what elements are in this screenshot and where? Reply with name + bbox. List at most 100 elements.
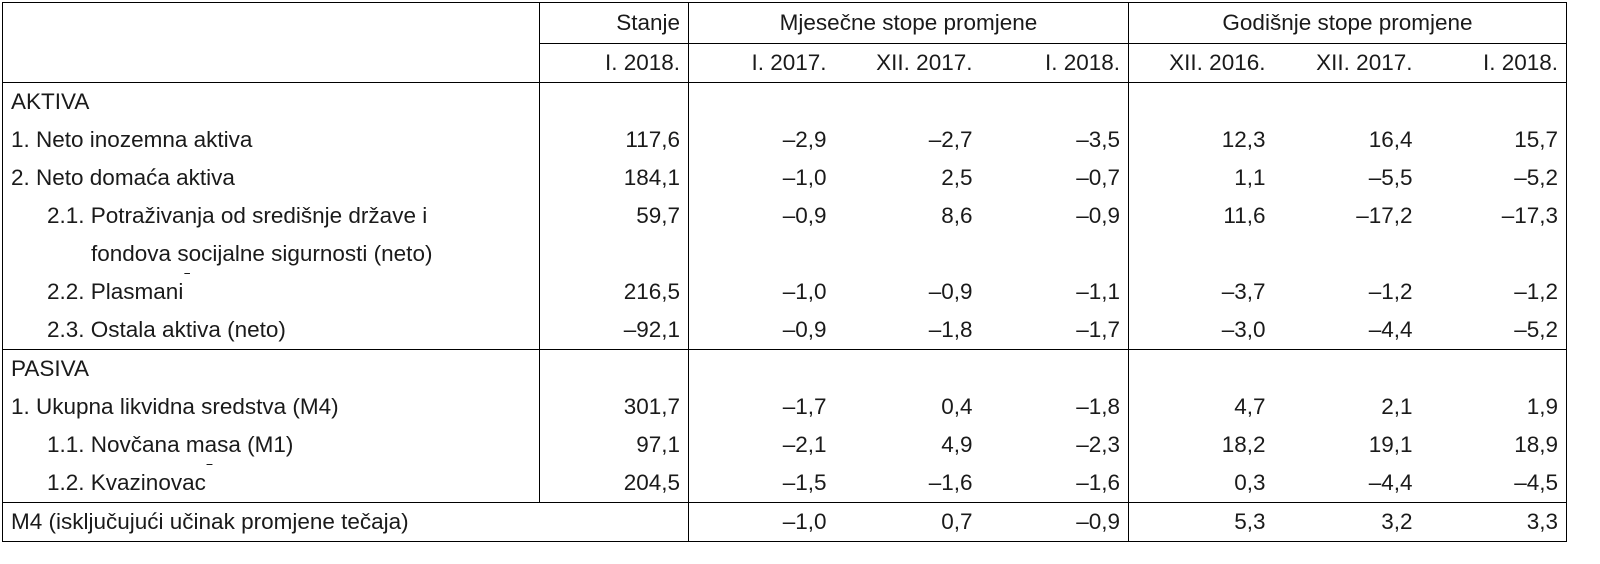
value-cell: 3,2 xyxy=(1273,502,1421,542)
value-cell: 3,3 xyxy=(1420,502,1568,542)
period-header: I. 2018. xyxy=(539,43,689,83)
value-cell: 18,2 xyxy=(1221,432,1266,457)
value-cell: –1,8 xyxy=(834,311,981,350)
value-cell: 8,6 xyxy=(941,203,973,228)
value-cell: –1,0 xyxy=(688,502,835,542)
value-cell: –5,5 xyxy=(1368,165,1413,190)
value-cell: 301,7 xyxy=(539,388,689,426)
value-cell: 0,7 xyxy=(834,502,981,542)
value-cell: –1,6 xyxy=(980,464,1129,503)
value-cell: –2,9 xyxy=(782,127,827,152)
value-cell: –1,2 xyxy=(1368,279,1413,304)
section-row-pasiva: PASIVA xyxy=(2,349,1568,388)
value-cell: 59,7 xyxy=(539,197,689,273)
header-godisnje-stope: Godišnje stope promjene xyxy=(1128,2,1568,44)
value-cell: –5,2 xyxy=(1420,311,1568,350)
header-empty-cell xyxy=(2,2,540,44)
row-label: 1. Ukupna likvidna sredstva (M4) xyxy=(2,388,540,426)
table-row: 2.1. Potraživanja od središnje države i … xyxy=(2,197,1568,273)
value-cell: –3,5 xyxy=(980,121,1129,159)
value-cell: –1,2 xyxy=(1420,273,1568,311)
value-cell: 15,7 xyxy=(1420,121,1568,159)
value-cell: –1,5 xyxy=(688,464,835,503)
value-cell: –1,7 xyxy=(980,311,1129,350)
value-cell: –1,8 xyxy=(980,388,1129,426)
header-row-groups: Stanje Mjesečne stope promjene Godišnje … xyxy=(2,2,1568,44)
row-label-text: 2.2. Plasmani xyxy=(47,279,184,304)
value-cell: –2,3 xyxy=(980,426,1129,464)
value-cell: –0,9 xyxy=(980,197,1129,273)
period-header: XII. 2017. xyxy=(1273,43,1421,83)
row-label-text: 1.2. Kvazinovac xyxy=(47,470,206,495)
value-cell: 16,4 xyxy=(1368,127,1413,152)
value-cell: –4,5 xyxy=(1420,464,1568,503)
value-cell: –92,1 xyxy=(539,311,689,350)
period-header: XII. 2017. xyxy=(834,43,981,83)
value-cell: –0,9 xyxy=(688,311,835,350)
value-cell: 5,3 xyxy=(1128,502,1274,542)
value-cell: –3,0 xyxy=(1128,311,1274,350)
period-header: I. 2018. xyxy=(1420,43,1568,83)
value-cell: 117,6 xyxy=(539,121,689,159)
row-label: 2.3. Ostala aktiva (neto) xyxy=(2,311,540,350)
value-cell: –0,9 xyxy=(980,502,1129,542)
header-stanje: Stanje xyxy=(539,2,689,44)
table-row: 2.2. Plasmani 1 216,5 –1,0 –0,9 –1,1 –3,7… xyxy=(2,273,1568,311)
header-mjesecne-stope: Mjesečne stope promjene xyxy=(688,2,1129,44)
value-cell: –2,7 xyxy=(928,127,973,152)
table-row: 1. Neto inozemna aktiva 117,6 –2,9 –2,7 … xyxy=(2,121,1568,159)
value-cell: –0,9 xyxy=(928,279,973,304)
value-cell: 1,9 xyxy=(1420,388,1568,426)
value-cell: 184,1 xyxy=(539,159,689,197)
value-cell: 2,1 xyxy=(1381,394,1413,419)
value-cell: –4,4 xyxy=(1273,311,1421,350)
table-row: 1. Ukupna likvidna sredstva (M4) 301,7 –… xyxy=(2,388,1568,426)
value-cell: 204,5 xyxy=(539,464,689,503)
row-label: M4 (isključujući učinak promjene tečaja) xyxy=(2,502,689,542)
row-label-multiline: 2.1. Potraživanja od središnje države i … xyxy=(2,197,540,273)
value-cell: 0,3 xyxy=(1128,464,1274,503)
header-empty-cell xyxy=(2,43,540,83)
header-row-periods: I. 2018. I. 2017. XII. 2017. I. 2018. XI… xyxy=(2,43,1568,83)
value-cell: 4,7 xyxy=(1234,394,1266,419)
table-row: 2. Neto domaća aktiva 184,1 –1,0 2,5 –0,… xyxy=(2,159,1568,197)
section-row-aktiva: AKTIVA xyxy=(2,82,1568,121)
monetary-aggregates-table: Stanje Mjesečne stope promjene Godišnje … xyxy=(2,2,1568,542)
value-cell: –3,7 xyxy=(1221,279,1266,304)
table-row-m4: M4 (isključujući učinak promjene tečaja)… xyxy=(2,502,1568,542)
section-title: PASIVA xyxy=(2,349,540,388)
row-label-line1: 2.1. Potraživanja od središnje države i xyxy=(47,203,428,228)
row-label-line2: fondova socijalne sigurnosti (neto) xyxy=(91,241,433,266)
period-header: I. 2017. xyxy=(688,43,835,83)
value-cell: –0,9 xyxy=(782,203,827,228)
value-cell: 2,5 xyxy=(941,165,973,190)
value-cell: 12,3 xyxy=(1221,127,1266,152)
section-title: AKTIVA xyxy=(2,82,540,121)
value-cell: 0,4 xyxy=(941,394,973,419)
value-cell: 216,5 xyxy=(539,273,689,311)
value-cell: –5,2 xyxy=(1420,159,1568,197)
value-cell: –17,2 xyxy=(1356,203,1413,228)
table-row: 2.3. Ostala aktiva (neto) –92,1 –0,9 –1,… xyxy=(2,311,1568,350)
value-cell: –0,7 xyxy=(980,159,1129,197)
value-cell: –1,0 xyxy=(782,165,827,190)
value-cell: –17,3 xyxy=(1420,197,1568,273)
value-cell: –1,1 xyxy=(980,273,1129,311)
value-cell: –4,4 xyxy=(1273,464,1421,503)
value-cell: 11,6 xyxy=(1223,203,1266,228)
value-cell: –1,6 xyxy=(834,464,981,503)
row-label: 1.1. Novčana masa (M1) xyxy=(2,426,540,464)
period-header: I. 2018. xyxy=(980,43,1129,83)
value-cell: 4,9 xyxy=(941,432,973,457)
row-label: 1. Neto inozemna aktiva xyxy=(2,121,540,159)
footnote-marker: 1 xyxy=(183,273,190,277)
value-cell: 1,1 xyxy=(1234,165,1266,190)
value-cell: 18,9 xyxy=(1420,426,1568,464)
footnote-marker: 2 xyxy=(206,464,213,468)
value-cell: 97,1 xyxy=(539,426,689,464)
value-cell: –1,0 xyxy=(782,279,827,304)
table-row: 1.1. Novčana masa (M1) 97,1 –2,1 4,9 –2,… xyxy=(2,426,1568,464)
